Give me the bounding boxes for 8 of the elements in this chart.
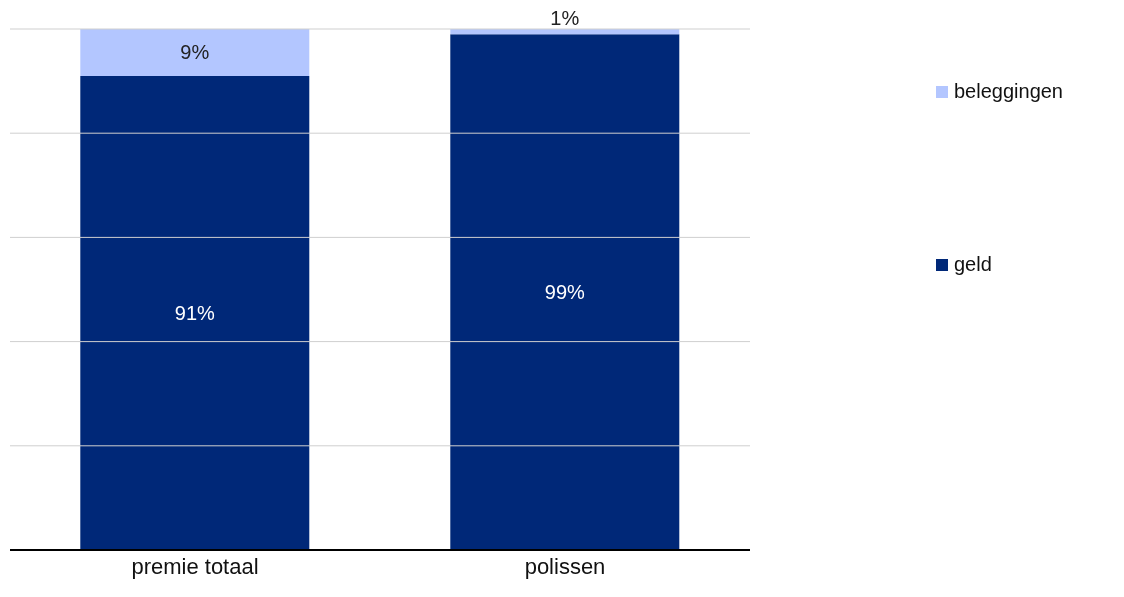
x-tick-label: premie totaal bbox=[131, 553, 259, 579]
legend-label: geld bbox=[954, 253, 992, 276]
data-label: 1% bbox=[550, 7, 580, 29]
data-label: 91% bbox=[174, 301, 216, 324]
legend-label: beleggingen bbox=[954, 80, 1063, 103]
x-tick-label: polissen bbox=[524, 553, 606, 579]
data-label: 9% bbox=[180, 41, 210, 64]
data-label: 99% bbox=[544, 281, 586, 304]
